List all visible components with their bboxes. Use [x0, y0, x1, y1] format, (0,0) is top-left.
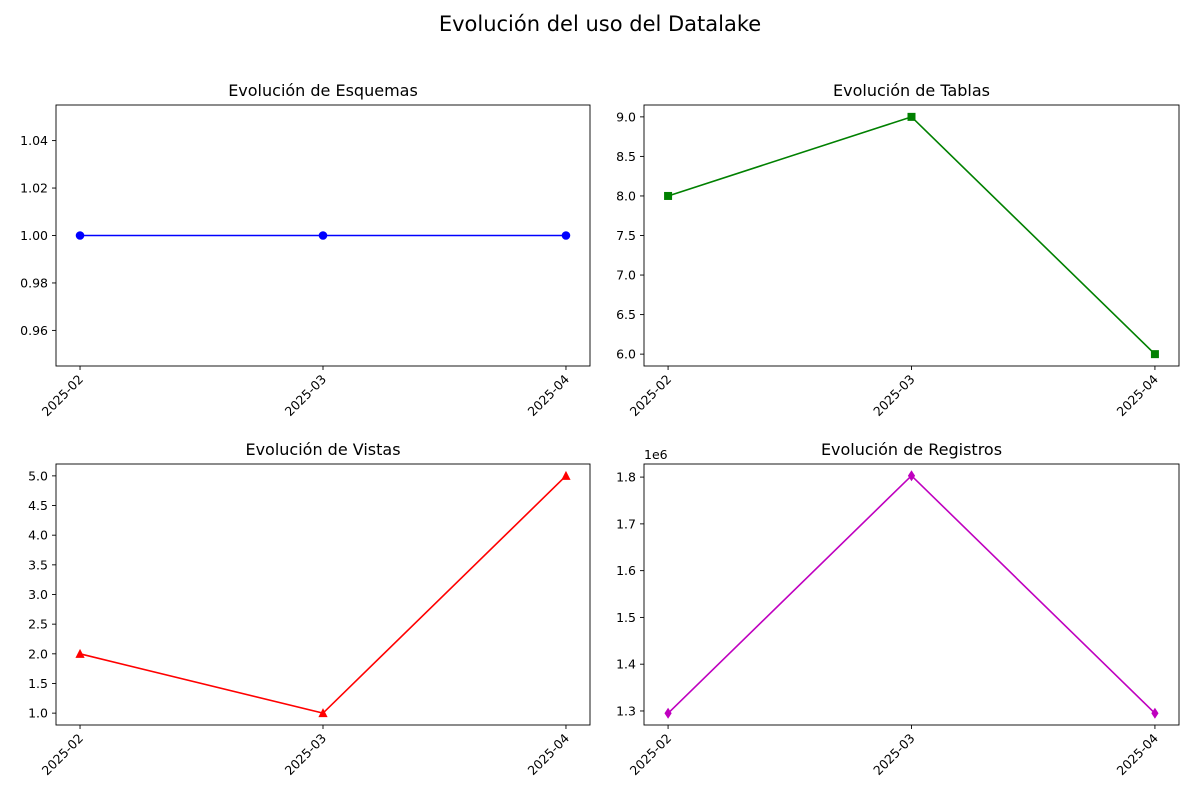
subplot-title: Evolución de Esquemas — [228, 81, 418, 100]
data-point — [75, 231, 85, 240]
y-tick-label: 1.7 — [616, 516, 636, 531]
data-point — [907, 112, 916, 121]
figure-title: Evolución del uso del Datalake — [438, 12, 762, 36]
y-tick-label: 1.4 — [616, 657, 636, 672]
y-tick-label: 7.0 — [616, 268, 636, 283]
x-tick-label: 2025-02 — [627, 731, 675, 779]
subplot-title: Evolución de Vistas — [245, 440, 400, 459]
data-point — [75, 648, 85, 658]
y-tick-label: 1.3 — [616, 703, 636, 718]
series-line — [667, 115, 1156, 355]
data-point — [561, 470, 571, 480]
axes-frame — [55, 463, 591, 726]
y-tick-label: 8.5 — [616, 149, 636, 164]
y-tick-label: 7.5 — [616, 228, 636, 243]
y-tick-label: 0.98 — [20, 275, 48, 290]
y-tick-label: 2.0 — [28, 646, 48, 661]
subplot-4: Evolución de Registros 1.3 1.4 1.5 1.6 1.7 1.8… — [616, 440, 1180, 779]
x-tick-label: 2025-04 — [1114, 730, 1162, 778]
y-tick-label: 8.0 — [616, 188, 636, 203]
series-line — [79, 475, 567, 715]
x-tick-label: 2025-02 — [39, 372, 87, 420]
y-tick-label: 1.02 — [20, 181, 48, 196]
subplot-title: Evolución de Registros — [821, 440, 1002, 459]
subplot-2: Evolución de Tablas 6.0 6.5 7.0 7.5 8.0 8.5 9.0… — [616, 81, 1180, 420]
y-tick-label: 6.0 — [616, 347, 636, 362]
subplot-title: Evolución de Tablas — [833, 81, 990, 100]
y-tick-label: 1.04 — [20, 133, 48, 148]
x-tick-label: 2025-04 — [525, 371, 573, 419]
y-tick-label: 1.0 — [28, 706, 48, 721]
data-point — [664, 707, 672, 719]
data-point — [318, 708, 328, 718]
x-tick-label: 2025-04 — [525, 730, 573, 778]
axes-frame — [643, 104, 1180, 367]
x-tick-label: 2025-02 — [627, 372, 675, 420]
series-line — [667, 474, 1156, 714]
subplot-3: Evolución de Vistas 1.0 1.5 2.0 2.5 3.0 3.5 4.0… — [28, 440, 591, 779]
y-offset-label: 1e6 — [644, 447, 668, 462]
y-tick-label: 3.0 — [28, 587, 48, 602]
x-tick-label: 2025-03 — [870, 372, 918, 420]
data-point — [907, 470, 916, 482]
data-point — [561, 231, 571, 240]
y-tick-label: 4.0 — [28, 528, 48, 543]
y-tick-label: 4.5 — [28, 498, 48, 513]
y-tick-label: 1.8 — [616, 470, 636, 485]
x-tick-label: 2025-04 — [1114, 371, 1162, 419]
y-tick-label: 9.0 — [616, 109, 636, 124]
data-point — [664, 191, 673, 200]
data-point — [1150, 350, 1159, 359]
x-tick-label: 2025-03 — [282, 372, 330, 420]
y-tick-label: 6.5 — [616, 307, 636, 322]
y-tick-label: 3.5 — [28, 557, 48, 572]
y-tick-label: 0.96 — [20, 323, 48, 338]
x-tick-label: 2025-03 — [282, 731, 330, 779]
y-tick-label: 1.6 — [616, 563, 636, 578]
y-tick-label: 5.0 — [28, 468, 48, 483]
subplot-1: Evolución de Esquemas 0.96 0.98 1.00 1.02 1.0… — [20, 81, 591, 420]
x-tick-label: 2025-03 — [870, 731, 918, 779]
x-tick-label: 2025-02 — [39, 731, 87, 779]
y-tick-label: 1.00 — [20, 228, 48, 243]
y-tick-label: 1.5 — [28, 676, 48, 691]
axes-frame — [643, 463, 1180, 726]
y-tick-label: 2.5 — [28, 617, 48, 632]
y-tick-label: 1.5 — [616, 610, 636, 625]
data-point — [1151, 707, 1159, 719]
data-point — [318, 231, 328, 240]
